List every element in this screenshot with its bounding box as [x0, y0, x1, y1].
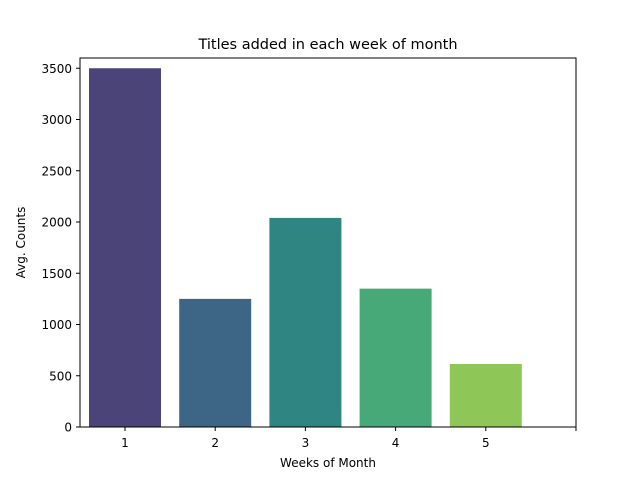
x-tick-label: 4: [392, 436, 400, 450]
bar-week-2: [179, 298, 252, 427]
x-tick-label: 2: [211, 436, 219, 450]
y-tick-label: 0: [64, 421, 72, 435]
x-tick-label: 1: [121, 436, 129, 450]
y-tick-label: 1000: [41, 318, 72, 332]
y-axis: 0 500 1000 1500 2000 2500 3000 3500: [41, 62, 80, 435]
y-tick-label: 2500: [41, 164, 72, 178]
chart-title: Titles added in each week of month: [197, 37, 457, 53]
x-tick-label: 3: [302, 436, 310, 450]
y-tick-label: 1500: [41, 267, 72, 281]
bars-group: [89, 68, 522, 427]
bar-week-4: [359, 288, 432, 427]
y-tick-label: 3000: [41, 113, 72, 127]
x-axis: 1 2 3 4 5: [121, 427, 577, 450]
y-tick-label: 3500: [41, 62, 72, 76]
x-tick-label: 5: [482, 436, 490, 450]
bar-week-5: [449, 363, 522, 427]
y-tick-label: 2000: [41, 216, 72, 230]
x-axis-label: Weeks of Month: [280, 456, 376, 470]
y-axis-label: Avg. Counts: [14, 207, 28, 279]
plot-frame: [79, 57, 577, 428]
bar-week-3: [269, 217, 342, 427]
bar-week-1: [89, 68, 161, 427]
y-tick-label: 500: [49, 369, 72, 383]
